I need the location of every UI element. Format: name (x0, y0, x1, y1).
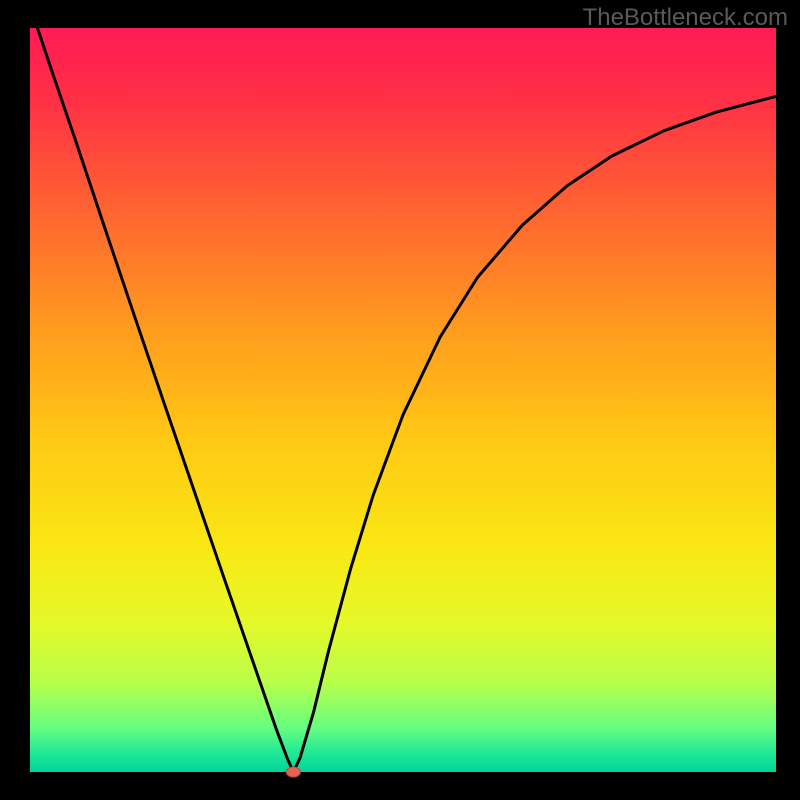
watermark-text: TheBottleneck.com (583, 4, 788, 32)
optimal-marker (286, 767, 300, 777)
bottleneck-chart (0, 0, 800, 800)
plot-background (30, 28, 776, 772)
